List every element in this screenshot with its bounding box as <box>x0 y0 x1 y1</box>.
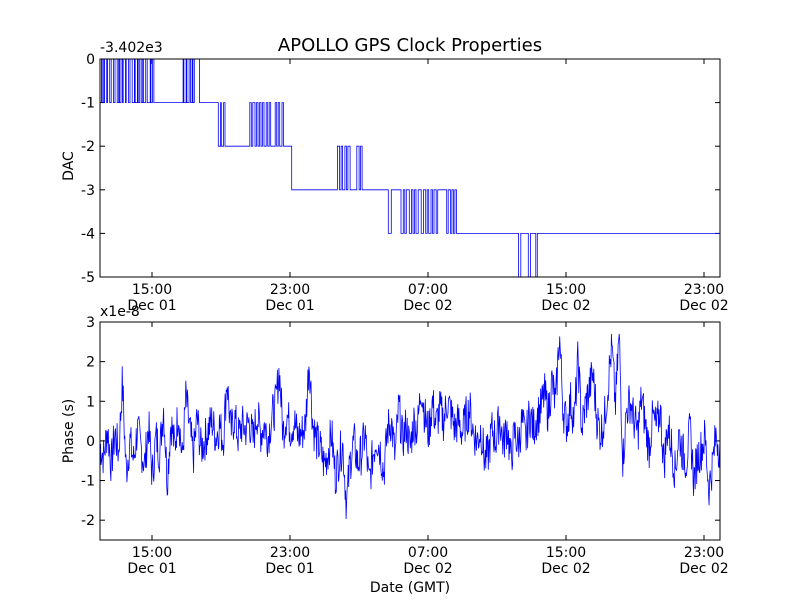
dac-series-line <box>100 58 720 278</box>
figure-title: APOLLO GPS Clock Properties <box>278 35 542 56</box>
dac-xtick-time-label: 23:00 <box>270 282 310 298</box>
dac-xtick-time-label: 23:00 <box>684 282 724 298</box>
phase-xtick-time-label: 15:00 <box>546 545 586 561</box>
phase-xtick-date-label: Dec 02 <box>541 561 590 577</box>
dac-xtick-date-label: Dec 02 <box>541 298 590 314</box>
dac-xtick-date-label: Dec 01 <box>127 298 176 314</box>
dac-xtick-date-label: Dec 02 <box>403 298 452 314</box>
phase-xtick-date-label: Dec 01 <box>127 561 176 577</box>
dac-xtick-time-label: 07:00 <box>408 282 448 298</box>
phase-series-line <box>99 333 721 520</box>
phase-series <box>99 333 721 520</box>
phase-xtick-date-label: Dec 02 <box>403 561 452 577</box>
phase-ytick-label: 0 <box>86 434 95 450</box>
phase-plot-frame <box>99 321 721 541</box>
phase-ytick-label: 2 <box>86 355 95 371</box>
phase-xtick-time-label: 23:00 <box>684 545 724 561</box>
phase-ytick-label: -1 <box>81 474 95 490</box>
dac-ytick-label: -2 <box>81 139 95 155</box>
phase-ytick-label: 3 <box>86 315 95 331</box>
phase-xtick-date-label: Dec 02 <box>679 561 728 577</box>
x-axis-label: Date (GMT) <box>370 580 450 596</box>
dac-xtick-date-label: Dec 01 <box>265 298 314 314</box>
dac-ytick-label: -1 <box>81 96 95 112</box>
phase-xtick-time-label: 15:00 <box>132 545 172 561</box>
dac-xtick-date-label: Dec 02 <box>679 298 728 314</box>
dac-ytick-label: -5 <box>81 270 95 286</box>
dac-y-axis-label: DAC <box>61 151 77 181</box>
dac-ytick-label: 0 <box>86 52 95 68</box>
dac-series <box>100 58 720 278</box>
dac-offset-label: -3.402e3 <box>100 40 163 56</box>
dac-xtick-time-label: 15:00 <box>132 282 172 298</box>
phase-xtick-time-label: 23:00 <box>270 545 310 561</box>
phase-ytick-label: -2 <box>81 513 95 529</box>
dac-xtick-time-label: 15:00 <box>546 282 586 298</box>
dac-ytick-label: -3 <box>81 183 95 199</box>
phase-ytick-label: 1 <box>86 394 95 410</box>
dac-plot-frame <box>99 58 721 278</box>
phase-y-axis-label: Phase (s) <box>61 399 77 463</box>
phase-offset-label: x1e-8 <box>100 304 140 320</box>
phase-xtick-time-label: 07:00 <box>408 545 448 561</box>
phase-xtick-date-label: Dec 01 <box>265 561 314 577</box>
dac-ytick-label: -4 <box>81 226 95 242</box>
